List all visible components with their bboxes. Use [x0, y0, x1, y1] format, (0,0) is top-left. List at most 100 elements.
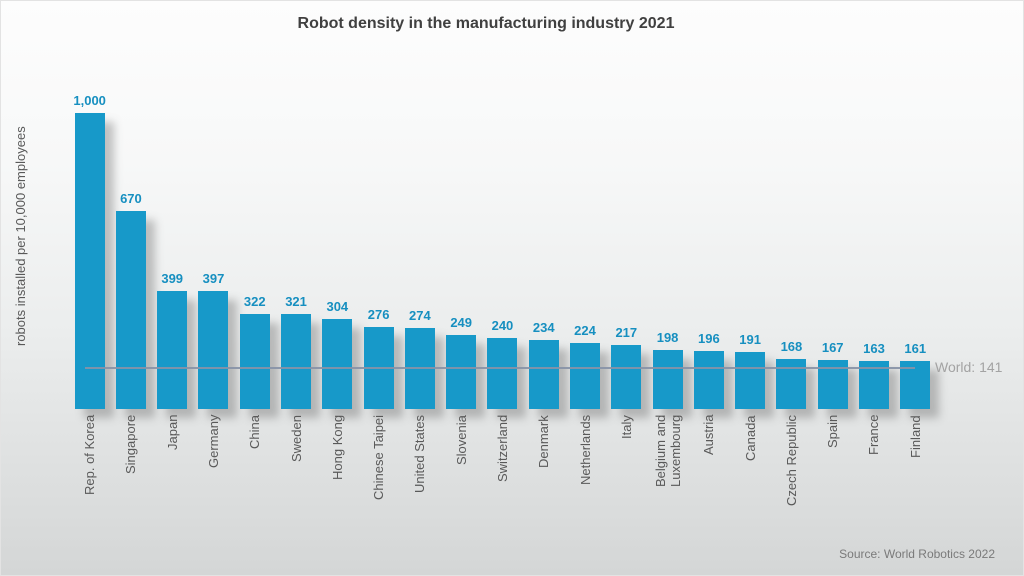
bar-value-label: 322: [243, 294, 266, 309]
bar-cell: 224: [564, 113, 605, 409]
bar: [528, 340, 559, 409]
bar-value-label: 168: [780, 339, 803, 354]
bar-cell: 304: [317, 113, 358, 409]
bar-cell: 670: [110, 113, 151, 409]
bar-cell: 198: [647, 113, 688, 409]
x-axis-label: Italy: [618, 415, 634, 439]
x-label-cell: Rep. of Korea: [69, 415, 110, 547]
x-label-cell: Germany: [193, 415, 234, 547]
bar: [281, 314, 312, 409]
bar: [652, 350, 683, 409]
x-label-cell: Singapore: [110, 415, 151, 547]
bar: [239, 314, 270, 409]
bar-value-label: 397: [202, 271, 225, 286]
bar-cell: 196: [688, 113, 729, 409]
bar: [735, 352, 766, 409]
bar: [157, 291, 188, 409]
bar: [322, 319, 353, 409]
chart-title: Robot density in the manufacturing indus…: [297, 15, 675, 32]
bar: [487, 338, 518, 409]
x-label-cell: Japan: [152, 415, 193, 547]
bar-cell: 276: [358, 113, 399, 409]
bar: [570, 343, 601, 409]
bars-container: 1,000 670 399 397 322 321 304 276 274 249 240 234 22…: [69, 93, 936, 409]
bar-value-label: 274: [409, 308, 431, 323]
x-label-cell: France: [853, 415, 894, 547]
bar: [115, 211, 146, 409]
bar-cell: 1,000: [69, 93, 110, 409]
x-axis-label: Belgium and Luxembourg: [652, 415, 683, 488]
x-axis-label: Chinese Taipei: [371, 415, 387, 501]
bar-cell: 240: [482, 113, 523, 409]
x-label-cell: Spain: [812, 415, 853, 547]
x-axis-label: Switzerland: [494, 415, 510, 483]
plot-area: 1,000 670 399 397 322 321 304 276 274 249 240 234 22…: [69, 93, 1002, 409]
x-axis-label: China: [247, 415, 263, 449]
x-label-cell: Belgium and Luxembourg: [647, 415, 688, 547]
x-axis-label: Spain: [825, 415, 841, 449]
x-axis-label: Czech Republic: [783, 415, 799, 507]
world-reference-label: World: 141: [935, 359, 1003, 375]
x-label-cell: Denmark: [523, 415, 564, 547]
bar-value-label: 304: [326, 299, 349, 314]
bar-cell: 191: [730, 113, 771, 409]
x-axis-label: Rep. of Korea: [82, 415, 98, 496]
x-axis-label: Japan: [164, 415, 180, 451]
bar-value-label: 234: [532, 320, 555, 335]
bar-cell: 168: [771, 113, 812, 409]
bar-cell: 274: [399, 113, 440, 409]
bar-value-label: 161: [904, 341, 927, 356]
x-axis-label: United States: [412, 415, 428, 494]
bar-cell: 399: [152, 113, 193, 409]
x-label-cell: Finland: [895, 415, 936, 547]
x-axis-label: Germany: [205, 415, 221, 469]
x-label-cell: Sweden: [275, 415, 316, 547]
x-label-cell: Austria: [688, 415, 729, 547]
x-axis-label: France: [866, 415, 882, 456]
x-axis-label: Sweden: [288, 415, 304, 462]
x-label-cell: Italy: [606, 415, 647, 547]
bar-cell: 161: [895, 113, 936, 409]
x-axis-label: Hong Kong: [329, 415, 345, 481]
world-reference-line: [85, 367, 915, 369]
x-axis-label: Austria: [701, 415, 717, 456]
x-label-cell: Netherlands: [564, 415, 605, 547]
bar-cell: 249: [441, 113, 482, 409]
x-label-cell: Chinese Taipei: [358, 415, 399, 547]
x-label-cell: United States: [399, 415, 440, 547]
x-label-cell: China: [234, 415, 275, 547]
x-label-cell: Czech Republic: [771, 415, 812, 547]
x-axis-label: Slovenia: [453, 415, 469, 465]
bar: [900, 361, 931, 409]
bar-value-label: 670: [120, 191, 142, 206]
x-axis-label: Netherlands: [577, 415, 593, 486]
x-label-cell: Canada: [730, 415, 771, 547]
x-axis-label: Singapore: [123, 415, 139, 475]
y-axis-label: robots installed per 10,000 employees: [13, 126, 28, 346]
source-note: Source: World Robotics 2022: [839, 547, 995, 561]
bar: [858, 361, 889, 409]
bar: [693, 351, 724, 409]
bar-value-label: 163: [863, 341, 885, 356]
bar-value-label: 167: [821, 340, 844, 355]
x-axis-label: Canada: [742, 415, 758, 461]
bar: [74, 113, 105, 409]
bar-cell: 234: [523, 113, 564, 409]
bar: [198, 291, 229, 409]
bar-cell: 321: [275, 113, 316, 409]
bar: [446, 335, 477, 409]
x-label-cell: Slovenia: [441, 415, 482, 547]
bar-value-label: 276: [367, 307, 390, 322]
bar-cell: 217: [606, 113, 647, 409]
bar-value-label: 196: [698, 331, 720, 346]
bar-cell: 163: [853, 113, 894, 409]
x-axis-labels: Rep. of Korea Singapore Japan Germany China S…: [69, 415, 936, 547]
bar-cell: 322: [234, 113, 275, 409]
bar-value-label: 249: [450, 315, 473, 330]
x-label-cell: Switzerland: [482, 415, 523, 547]
bar-value-label: 399: [161, 271, 184, 286]
x-axis-label: Finland: [907, 415, 923, 458]
bar-value-label: 321: [285, 294, 307, 309]
bar-value-label: 191: [739, 332, 761, 347]
